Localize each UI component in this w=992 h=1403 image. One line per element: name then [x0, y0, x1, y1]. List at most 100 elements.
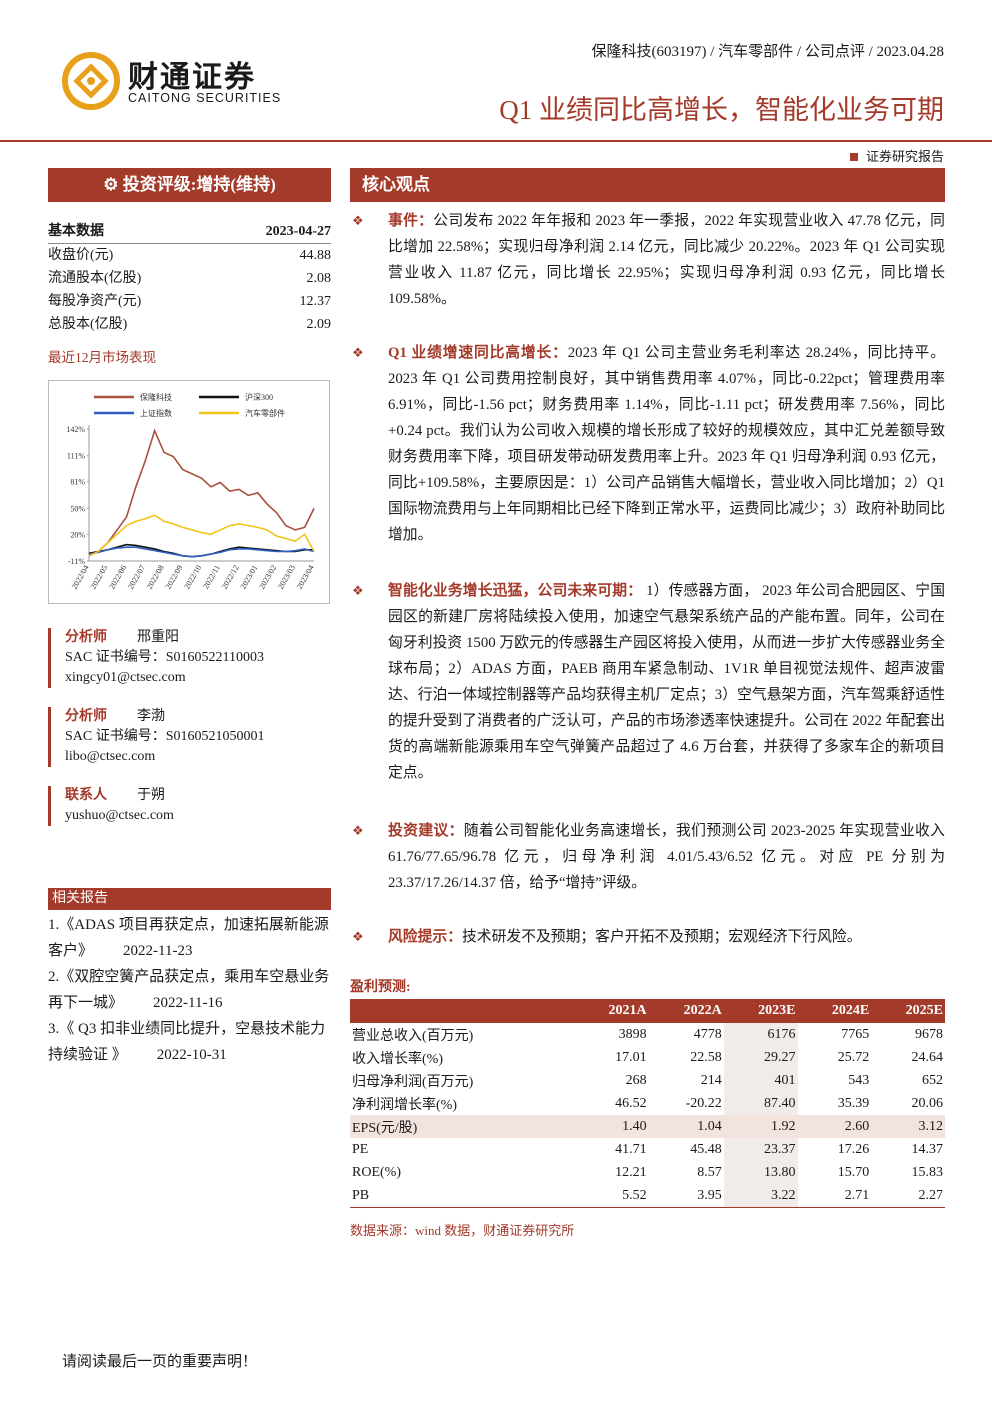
table-row: 收入增长率(%) 17.01 22.58 29.27 25.72 24.64: [350, 1046, 945, 1069]
analyst-email: yushuo@ctsec.com: [65, 808, 174, 823]
table-cell: 15.83: [911, 1164, 944, 1180]
related-text: 2.《双腔空簧产品获定点，乘用车空悬业务再下一城》: [48, 969, 330, 1011]
table-cell: 7765: [841, 1026, 870, 1042]
table-cell: 2.71: [797, 1184, 872, 1208]
table-cell: 14.37: [911, 1141, 944, 1157]
basic-header: 基本数据 2023-04-27: [48, 220, 331, 244]
basic-row: 每股净资产(元) 12.37: [48, 290, 331, 313]
paragraph-text: 公司发布 2022 年年报和 2023 年一季报，2022 年实现营业收入 47…: [388, 213, 945, 307]
forecast-title: 盈利预测:: [350, 980, 411, 995]
core-title: 核心观点: [350, 168, 945, 202]
analyst-name: 邢重阳: [137, 630, 179, 645]
forecast-table: 2021A 2022A 2023E 2024E 2025E 营业总收入(百万元) 3898 4…: [350, 999, 945, 1208]
basic-row: 流通股本(亿股) 2.08: [48, 267, 331, 290]
analyst-role: 分析师: [65, 630, 107, 645]
series-line: [88, 543, 314, 558]
table-cell: 1.40: [573, 1115, 649, 1138]
basic-value: 44.88: [299, 248, 332, 263]
table-cell: 35.39: [837, 1095, 870, 1111]
paragraph-text: 随着公司智能化业务高速增长，我们预测公司 2023-2025 年实现营业收入 6…: [388, 823, 945, 891]
table-cell: 4778: [693, 1026, 722, 1042]
table-row: 归母净利润(百万元) 268 214 401 543 652: [350, 1069, 945, 1092]
header-cell: 2022A: [648, 999, 724, 1023]
basic-label: 收盘价(元): [48, 248, 114, 263]
table-cell: -20.22: [685, 1095, 722, 1111]
basic-row: 收盘价(元) 44.88: [48, 244, 331, 267]
basic-value: 2.08: [306, 271, 332, 286]
table-cell: 3898: [618, 1026, 647, 1042]
header-cell: 2021A: [573, 999, 649, 1023]
table-cell: 543: [848, 1072, 870, 1088]
basic-date: 2023-04-27: [265, 224, 331, 239]
paragraph: 投资建议：随着公司智能化业务高速增长，我们预测公司 2023-2025 年实现营…: [350, 818, 945, 896]
legend-label: 保隆科技: [140, 392, 172, 402]
logo-icon: [62, 52, 120, 110]
table-cell: 2.60: [797, 1115, 872, 1138]
table-cell: 17.01: [615, 1049, 647, 1065]
y-tick-label: -11%: [68, 557, 85, 566]
analyst: 分析师 邢重阳 SAC 证书编号：S0160522110003 xingcy01@ct…: [48, 628, 331, 688]
y-tick-label: 81%: [70, 478, 85, 487]
table-cell: 12.21: [615, 1164, 647, 1180]
basic-value: 12.37: [299, 294, 332, 309]
analyst-cert: SAC 证书编号：S0160522110003: [65, 650, 265, 665]
basic-value: 2.09: [306, 317, 332, 332]
divider: [0, 140, 992, 142]
paragraph-lead: 风险提示：: [388, 929, 462, 945]
table-cell: 22.58: [690, 1049, 722, 1065]
header-cell: 2023E: [723, 999, 798, 1023]
paragraph-text: 2023 年 Q1 公司主营业务毛利率达 28.24%，同比持平。2023 年 …: [388, 345, 945, 543]
table-cell: 268: [625, 1072, 647, 1088]
table-row: EPS(元/股) 1.40 1.04 1.92 2.60 3.12: [350, 1115, 945, 1138]
table-cell: 23.37: [723, 1138, 798, 1161]
series-line: [88, 514, 315, 557]
table-header: 2021A 2022A 2023E 2024E 2025E: [350, 999, 945, 1023]
paragraph-lead: 投资建议：: [388, 823, 464, 839]
legend-label: 沪深300: [245, 392, 273, 402]
related-text: 1.《ADAS 项目再获定点，加速拓展新能源客户》: [48, 917, 329, 959]
table-cell: 25.72: [837, 1049, 870, 1065]
header-cell: 2024E: [797, 999, 872, 1023]
paragraph-lead: 智能化业务增长迅猛，公司未来可期：: [388, 583, 643, 599]
paragraph-text: 1）传感器方面， 2023 年公司合肥园区、宁国园区的新建厂房将陆续投入使用，加…: [388, 583, 945, 781]
paragraph: 风险提示：技术研发不及预期；客户开拓不及预期；宏观经济下行风险。: [350, 924, 945, 950]
table-cell: PB: [350, 1184, 574, 1208]
footer: 请阅读最后一页的重要声明！: [62, 1354, 258, 1370]
paragraph-lead: Q1 业绩增速同比高增长：: [388, 345, 568, 361]
report-title: Q1 业绩同比高增长，智能化业务可期: [499, 95, 944, 125]
rating: ⚙ 投资评级:增持(维持): [48, 168, 331, 202]
x-tick-label: 2022/10: [182, 564, 203, 591]
table-cell: 15.70: [837, 1164, 870, 1180]
analyst-line: 分析师 李渤: [65, 707, 331, 727]
y-tick-label: 20%: [70, 530, 85, 539]
analyst-name: 李渤: [137, 709, 165, 724]
table-cell: 46.52: [615, 1095, 647, 1111]
breadcrumb: 保隆科技(603197) / 汽车零部件 / 公司点评 / 2023.04.28: [591, 44, 945, 60]
table-cell: 87.40: [723, 1092, 798, 1115]
table-cell: 24.64: [911, 1049, 944, 1065]
table-cell: 29.27: [723, 1046, 798, 1069]
basic-label: 每股净资产(元): [48, 294, 142, 309]
table-row: PB 5.52 3.95 3.22 2.71 2.27: [350, 1184, 945, 1208]
table-cell: 1.04: [648, 1115, 724, 1138]
logo-subtext: CAITONG SECURITIES: [128, 91, 282, 105]
paragraph: 事件：公司发布 2022 年年报和 2023 年一季报，2022 年实现营业收入…: [350, 208, 945, 312]
basic-label: 流通股本(亿股): [48, 271, 142, 286]
analyst-role: 联系人: [65, 788, 107, 803]
table-cell: 归母净利润(百万元): [352, 1074, 474, 1090]
table-cell: 214: [700, 1072, 722, 1088]
analyst-cert: SAC 证书编号：S0160521050001: [65, 729, 265, 744]
analyst-email: libo@ctsec.com: [65, 749, 156, 764]
y-tick-label: 111%: [67, 452, 85, 461]
legend-label: 上证指数: [140, 408, 172, 418]
header-cell: 2025E: [871, 999, 945, 1023]
table-cell: 3.12: [871, 1115, 945, 1138]
source: 数据来源：wind 数据，财通证券研究所: [350, 1223, 575, 1238]
paragraph: 智能化业务增长迅猛，公司未来可期： 1）传感器方面， 2023 年公司合肥园区、…: [350, 578, 945, 786]
analyst-email: xingcy01@ctsec.com: [65, 670, 186, 685]
table-row: 营业总收入(百万元) 3898 4778 6176 7765 9678: [350, 1023, 945, 1046]
related-list: 1.《ADAS 项目再获定点，加速拓展新能源客户》 2022-11-23 2.《双腔…: [48, 912, 331, 1068]
basic-label: 总股本(亿股): [48, 317, 128, 332]
related-date: 2022-11-23: [123, 943, 193, 959]
paragraph: Q1 业绩增速同比高增长：2023 年 Q1 公司主营业务毛利率达 28.24%…: [350, 340, 945, 548]
